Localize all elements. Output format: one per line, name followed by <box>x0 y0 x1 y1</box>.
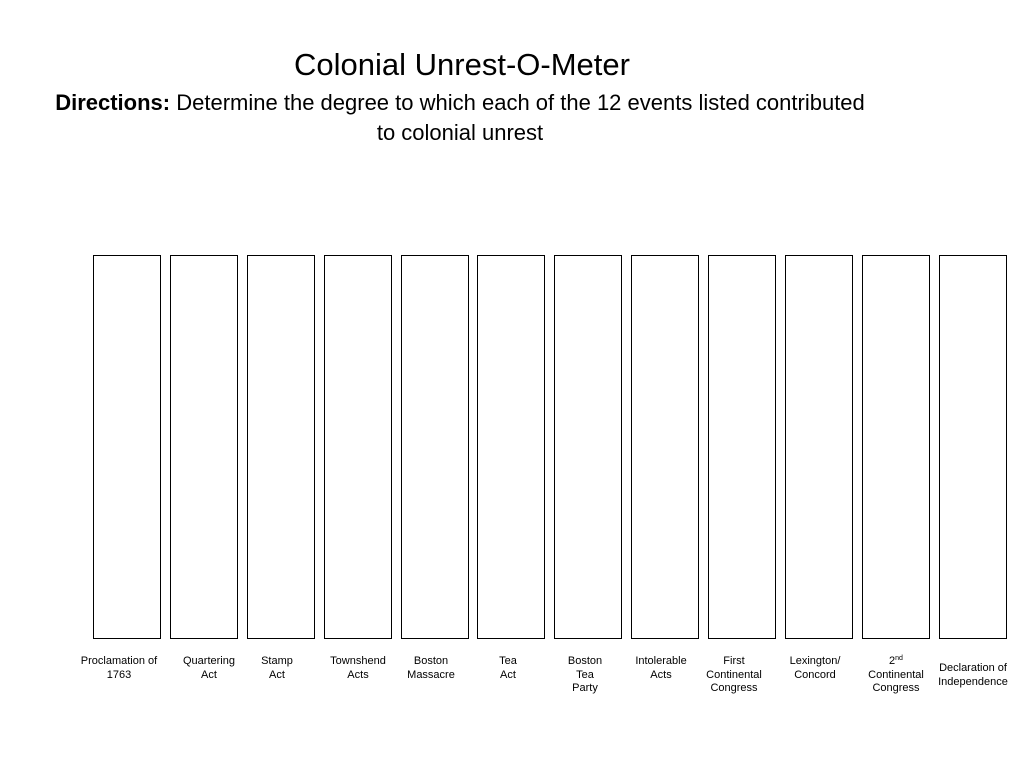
event-label: Boston Tea Party <box>567 655 603 694</box>
event-label: Quartering Act <box>183 655 235 681</box>
event-label-number: 2 <box>889 655 896 667</box>
event-label-rest: Continental Congress <box>868 668 924 694</box>
event-label: First Continental Congress <box>706 655 762 694</box>
event-label: 2nd Continental Congress <box>846 655 946 696</box>
meter-box-townshend-acts[interactable] <box>324 255 392 639</box>
directions-label: Directions: <box>55 90 171 115</box>
event-label: Intolerable Acts <box>635 655 687 681</box>
directions-text: Determine the degree to which each of th… <box>176 90 865 145</box>
meter-box-boston-massacre[interactable] <box>401 255 469 639</box>
event-label: Declaration of Independence <box>938 662 1008 688</box>
meter-box-boston-tea-party[interactable] <box>554 255 622 639</box>
event-label: Boston Massacre <box>407 655 455 681</box>
event-label: Proclamation of 1763 <box>80 655 158 681</box>
meter-box-quartering-act[interactable] <box>170 255 238 639</box>
meter-box-proclamation-1763[interactable] <box>93 255 161 639</box>
meter-box-first-continental-congress[interactable] <box>708 255 776 639</box>
meter-box-intolerable-acts[interactable] <box>631 255 699 639</box>
directions: Directions: Determine the degree to whic… <box>50 88 870 148</box>
worksheet-title: Colonial Unrest-O-Meter <box>294 47 630 82</box>
event-label: Townshend Acts <box>330 655 386 681</box>
meter-box-declaration-of-independence[interactable] <box>939 255 1007 639</box>
meter-box-tea-act[interactable] <box>477 255 545 639</box>
event-label-ordinal-suffix: nd <box>895 655 903 662</box>
event-label: Lexington/ Concord <box>789 655 841 681</box>
event-label: Tea Act <box>499 655 517 681</box>
meter-box-stamp-act[interactable] <box>247 255 315 639</box>
meter-box-lexington-concord[interactable] <box>785 255 853 639</box>
meter-box-second-continental-congress[interactable] <box>862 255 930 639</box>
event-label: Stamp Act <box>261 655 293 681</box>
